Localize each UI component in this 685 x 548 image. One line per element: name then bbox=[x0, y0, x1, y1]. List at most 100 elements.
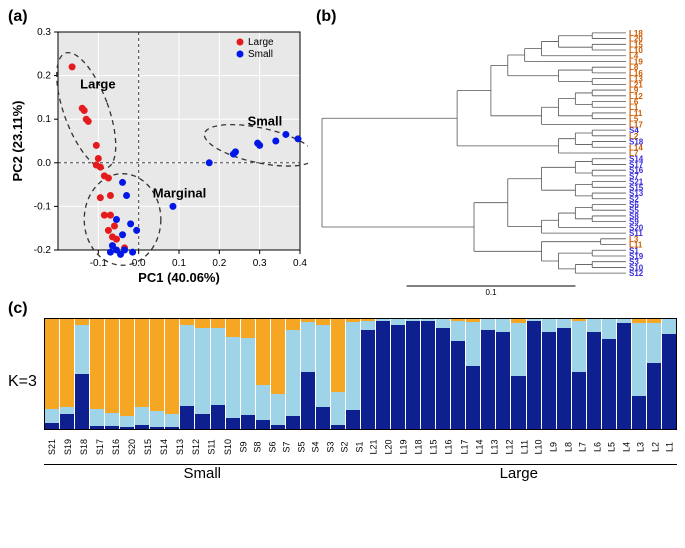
svg-text:PC2 (23.11%): PC2 (23.11%) bbox=[10, 101, 25, 182]
svg-text:Marginal: Marginal bbox=[153, 186, 206, 201]
svg-text:0.1: 0.1 bbox=[485, 288, 497, 296]
svg-text:0.3: 0.3 bbox=[37, 27, 51, 38]
svg-text:PC1 (40.06%): PC1 (40.06%) bbox=[138, 270, 220, 285]
panel-b-label: (b) bbox=[316, 8, 677, 26]
pca-chart: -0.10.00.10.20.30.4-0.2-0.10.00.10.20.3L… bbox=[8, 26, 308, 286]
structure-bar bbox=[557, 319, 572, 429]
structure-xlabel: L4 bbox=[621, 440, 631, 455]
structure-bar bbox=[617, 319, 632, 429]
svg-text:L21: L21 bbox=[629, 80, 643, 89]
structure-bar bbox=[421, 319, 436, 429]
panel-b: (b) L3L11S1S19S3S10S12S6S5S8S9S20S11S14S… bbox=[316, 8, 677, 296]
structure-xlabel: S1 bbox=[354, 440, 364, 455]
svg-text:L7: L7 bbox=[629, 149, 639, 158]
structure-xlabel: S21 bbox=[47, 439, 57, 455]
svg-text:L19: L19 bbox=[629, 57, 643, 66]
structure-xlabel: L17 bbox=[459, 439, 469, 454]
structure-bar bbox=[75, 319, 90, 429]
structure-xlabel: S18 bbox=[79, 439, 89, 455]
panel-c-label: (c) bbox=[8, 300, 677, 318]
group-label-large: Large bbox=[361, 465, 678, 482]
structure-bar bbox=[241, 319, 256, 429]
structure-bar bbox=[45, 319, 60, 429]
structure-xlabel: S15 bbox=[143, 439, 153, 455]
structure-xlabel: S6 bbox=[267, 440, 277, 455]
structure-bar bbox=[587, 319, 602, 429]
structure-bar bbox=[105, 319, 120, 429]
structure-xlabel: S20 bbox=[127, 439, 137, 455]
svg-text:Small: Small bbox=[248, 114, 283, 129]
svg-text:0.0: 0.0 bbox=[37, 158, 51, 169]
svg-text:-0.2: -0.2 bbox=[34, 245, 52, 256]
structure-xlabel: S14 bbox=[159, 439, 169, 455]
structure-bar bbox=[60, 319, 75, 429]
svg-text:L1: L1 bbox=[629, 103, 639, 112]
structure-xlabel: S16 bbox=[111, 439, 121, 455]
structure-bar bbox=[496, 319, 511, 429]
structure-bar bbox=[361, 319, 376, 429]
structure-bar bbox=[451, 319, 466, 429]
svg-text:0.4: 0.4 bbox=[293, 258, 307, 269]
structure-bar bbox=[391, 319, 406, 429]
structure-xlabel: L15 bbox=[429, 439, 439, 454]
svg-text:0.2: 0.2 bbox=[212, 258, 226, 269]
structure-xlabel: L20 bbox=[384, 439, 394, 454]
svg-text:0.1: 0.1 bbox=[172, 258, 186, 269]
structure-bar bbox=[301, 319, 316, 429]
structure-bar bbox=[120, 319, 135, 429]
structure-bar bbox=[376, 319, 391, 429]
structure-xlabel: L1 bbox=[665, 440, 675, 455]
structure-xlabel: S2 bbox=[340, 440, 350, 455]
structure-bar bbox=[135, 319, 150, 429]
structure-xlabel: S10 bbox=[223, 439, 233, 455]
structure-xlabel: S9 bbox=[238, 440, 248, 455]
structure-xlabel: L5 bbox=[607, 440, 617, 455]
structure-bar bbox=[602, 319, 617, 429]
structure-bar bbox=[165, 319, 180, 429]
structure-xlabel: S5 bbox=[296, 440, 306, 455]
structure-xlabel: L6 bbox=[592, 440, 602, 455]
structure-xlabel: S11 bbox=[207, 439, 217, 454]
structure-group-labels: Small Large bbox=[44, 464, 677, 482]
structure-xlabel: L8 bbox=[563, 440, 573, 455]
structure-bar bbox=[572, 319, 587, 429]
panel-a: (a) -0.10.00.10.20.30.4-0.2-0.10.00.10.2… bbox=[8, 8, 308, 296]
svg-text:Small: Small bbox=[248, 49, 273, 60]
structure-bar bbox=[150, 319, 165, 429]
svg-text:S12: S12 bbox=[629, 269, 644, 278]
structure-xlabel: L16 bbox=[444, 439, 454, 454]
structure-xlabel: L14 bbox=[474, 439, 484, 454]
group-label-small: Small bbox=[44, 465, 361, 482]
structure-xlabel: L2 bbox=[650, 440, 660, 455]
structure-xlabel: L13 bbox=[489, 439, 499, 454]
svg-text:-0.1: -0.1 bbox=[34, 201, 52, 212]
structure-bar bbox=[271, 319, 286, 429]
structure-xlabel: S19 bbox=[63, 439, 73, 455]
structure-bar bbox=[511, 319, 526, 429]
structure-xlabel: S12 bbox=[191, 439, 201, 455]
structure-bar bbox=[406, 319, 421, 429]
structure-xlabel: L11 bbox=[519, 440, 529, 455]
dendrogram: L3L11S1S19S3S10S12S6S5S8S9S20S11S14S17S1… bbox=[316, 26, 666, 296]
structure-xlabel: S8 bbox=[252, 440, 262, 455]
structure-bar bbox=[226, 319, 241, 429]
structure-bar bbox=[481, 319, 496, 429]
structure-bar bbox=[180, 319, 195, 429]
structure-xlabel: L9 bbox=[548, 440, 558, 455]
panel-a-label: (a) bbox=[8, 8, 308, 26]
structure-bar bbox=[647, 319, 662, 429]
structure-xlabel: L21 bbox=[369, 439, 379, 454]
structure-xlabel: L19 bbox=[399, 439, 409, 454]
svg-text:S2: S2 bbox=[629, 195, 639, 204]
svg-text:S11: S11 bbox=[629, 229, 643, 238]
svg-text:0.3: 0.3 bbox=[253, 258, 267, 269]
structure-xlabel: S7 bbox=[281, 440, 291, 455]
structure-bar bbox=[466, 319, 481, 429]
structure-bar bbox=[662, 319, 676, 429]
structure-xlabel: L18 bbox=[414, 439, 424, 454]
structure-xlabel: S17 bbox=[95, 439, 105, 455]
structure-bar bbox=[331, 319, 346, 429]
structure-bar bbox=[436, 319, 451, 429]
structure-bar bbox=[256, 319, 271, 429]
svg-text:0.2: 0.2 bbox=[37, 71, 51, 82]
